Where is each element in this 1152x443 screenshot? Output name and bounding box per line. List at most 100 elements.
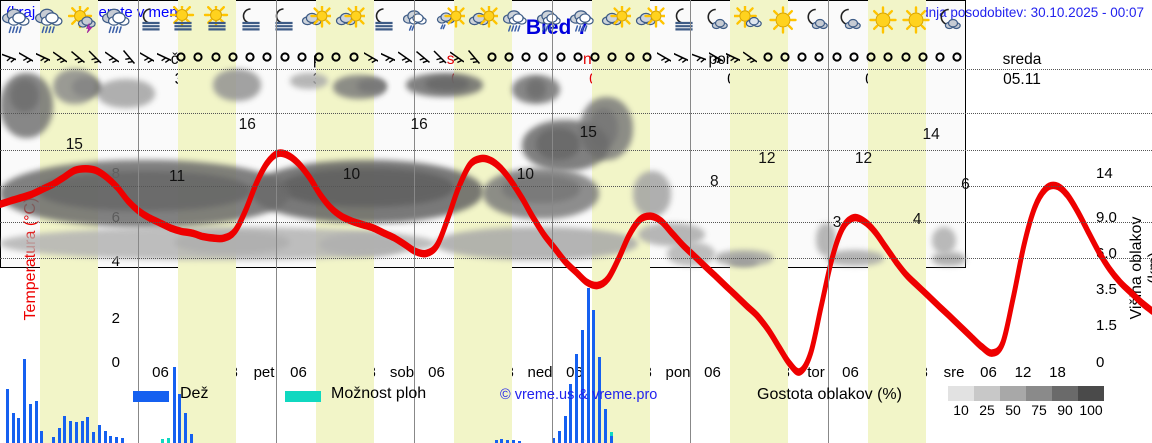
calm-wind-icon xyxy=(812,47,826,67)
day-date: 05.11 xyxy=(1003,71,1041,88)
moon-cloud-icon xyxy=(934,6,964,36)
temperature-value-label: 12 xyxy=(758,149,776,167)
time-tick: 06 xyxy=(558,364,592,381)
wind-barb-icon xyxy=(743,47,758,67)
wind-barb-icon xyxy=(381,47,396,67)
day-separator xyxy=(414,0,415,443)
sun-icon xyxy=(868,6,898,36)
calm-wind-icon xyxy=(243,47,257,67)
calm-wind-icon xyxy=(881,47,895,67)
wind-barb-icon xyxy=(363,47,378,67)
day-separator xyxy=(138,0,139,443)
calm-wind-icon xyxy=(347,47,361,67)
temperature-value-label: 10 xyxy=(342,165,361,183)
cloud-density-blob xyxy=(53,69,97,105)
moon-fog-icon xyxy=(368,6,398,36)
cloud-density-blob xyxy=(521,120,609,172)
wind-barb-icon xyxy=(105,47,120,67)
moon-cloud-icon xyxy=(801,6,831,36)
gridline xyxy=(0,258,1152,260)
time-tick: 06 xyxy=(152,364,169,381)
time-tick: 06 xyxy=(980,364,997,381)
cloud-density-blob xyxy=(96,78,155,109)
day-header-7: sreda 05.11 xyxy=(953,50,1091,90)
chart-area xyxy=(0,69,1152,443)
rain-legend-swatch xyxy=(133,391,169,402)
wind-barb-icon xyxy=(691,47,706,67)
temperature-value-label: 12 xyxy=(854,149,873,167)
gridline xyxy=(0,149,1152,151)
calm-wind-icon xyxy=(312,47,326,67)
precipitation-tick: 2 xyxy=(111,310,120,327)
cloud-density-swatch xyxy=(974,386,1000,401)
cloud-rain-icon xyxy=(501,6,531,36)
calm-wind-icon xyxy=(795,47,809,67)
cloud-density-tick: 90 xyxy=(1057,402,1073,418)
time-tick: 06 xyxy=(428,364,445,381)
time-tick: ned xyxy=(527,364,553,381)
shower-legend-swatch xyxy=(285,391,321,402)
moon-cloud-icon xyxy=(701,6,731,36)
time-tick: 06 xyxy=(704,364,721,381)
time-tick: tor xyxy=(807,364,825,381)
sun-icon xyxy=(768,6,798,36)
rain-icon xyxy=(1,6,32,36)
cloud-height-tick: 1.5 xyxy=(1096,317,1117,334)
gridline xyxy=(0,113,1152,115)
temperature-value-label: 16 xyxy=(410,116,428,134)
wind-barb-icon xyxy=(1,47,16,67)
temperature-value-label: 8 xyxy=(710,173,719,191)
wind-barb-icon xyxy=(450,47,465,67)
cloud-density-blob xyxy=(405,72,483,97)
day-separator xyxy=(552,0,553,443)
cloud-density-blob xyxy=(333,74,387,99)
cloud-density-tick: 25 xyxy=(979,402,995,418)
calm-wind-icon xyxy=(278,47,292,67)
wind-barb-icon xyxy=(415,47,430,67)
time-tick: sre xyxy=(943,364,965,381)
time-tick: 12 xyxy=(1014,364,1032,381)
day-separator xyxy=(276,0,277,443)
cloud-density-blob xyxy=(434,226,638,261)
moon-fog-icon xyxy=(235,6,265,36)
wind-barb-icon xyxy=(398,47,413,67)
precipitation-tick: 4 xyxy=(111,253,120,270)
temperature-value-label: 4 xyxy=(912,210,922,228)
cloud-sun-icon xyxy=(468,6,498,36)
calm-wind-icon xyxy=(191,47,205,67)
moon-fog-icon xyxy=(268,6,298,36)
wind-barb-icon xyxy=(433,47,447,67)
cloud-density-swatch xyxy=(1000,386,1026,401)
calm-wind-icon xyxy=(295,47,309,67)
cloud-density-blob xyxy=(632,171,672,217)
temperature-value-label: 14 xyxy=(922,126,940,144)
cloud-density-swatch xyxy=(948,386,974,401)
calm-wind-icon xyxy=(916,47,930,67)
calm-wind-icon xyxy=(830,47,844,67)
temperature-value-label: 11 xyxy=(169,167,186,185)
copyright-link[interactable]: © vreme.us & vreme.pro xyxy=(500,387,658,403)
temperature-value-label: 15 xyxy=(579,124,597,142)
cloud-sun-drizzle-icon xyxy=(435,6,465,36)
gridline xyxy=(0,221,1152,223)
wind-barb-icon xyxy=(88,47,102,67)
temperature-value-label: 3 xyxy=(832,213,842,231)
cloud-density-blob xyxy=(0,226,435,261)
cloud-density-tick: 10 xyxy=(953,402,969,418)
calm-wind-icon xyxy=(571,47,585,67)
wind-barb-icon xyxy=(18,47,33,67)
cloud-sun-icon xyxy=(301,6,332,36)
calm-wind-icon xyxy=(623,47,637,67)
cloud-height-tick: 14 xyxy=(1096,165,1113,182)
cloud-density-tick: 75 xyxy=(1031,402,1047,418)
gridline xyxy=(0,69,1152,70)
cloud-density-blob xyxy=(289,72,329,89)
cloud-density-tick: 100 xyxy=(1079,402,1103,418)
sun-icon xyxy=(901,6,931,36)
wind-barb-icon xyxy=(657,47,672,67)
calm-wind-icon xyxy=(485,47,499,67)
calm-wind-icon xyxy=(778,47,792,67)
moon-fog-icon xyxy=(135,6,165,36)
sun-fog-icon xyxy=(168,6,198,36)
